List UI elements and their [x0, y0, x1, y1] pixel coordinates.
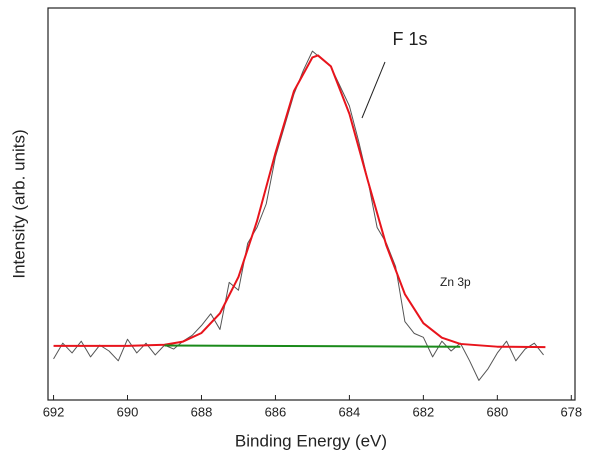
x-tick-label: 692 [43, 404, 65, 419]
x-tick-label: 678 [560, 404, 582, 419]
annotation: F 1s [392, 29, 427, 49]
series-line [164, 344, 461, 348]
y-axis-label: Intensity (arb. units) [9, 129, 28, 278]
x-tick-label: 680 [486, 404, 508, 419]
x-tick-label: 684 [339, 404, 361, 419]
series-line [53, 50, 544, 381]
x-tick-label: 688 [191, 404, 213, 419]
plot-frame [47, 7, 576, 401]
x-tick-label: 682 [413, 404, 435, 419]
x-axis-label: Binding Energy (eV) [235, 431, 387, 450]
annotation: Zn 3p [440, 275, 471, 289]
x-tick-label: 686 [265, 404, 287, 419]
annotation-leader [361, 61, 386, 119]
series-line [53, 54, 546, 349]
x-tick-label: 690 [117, 404, 139, 419]
